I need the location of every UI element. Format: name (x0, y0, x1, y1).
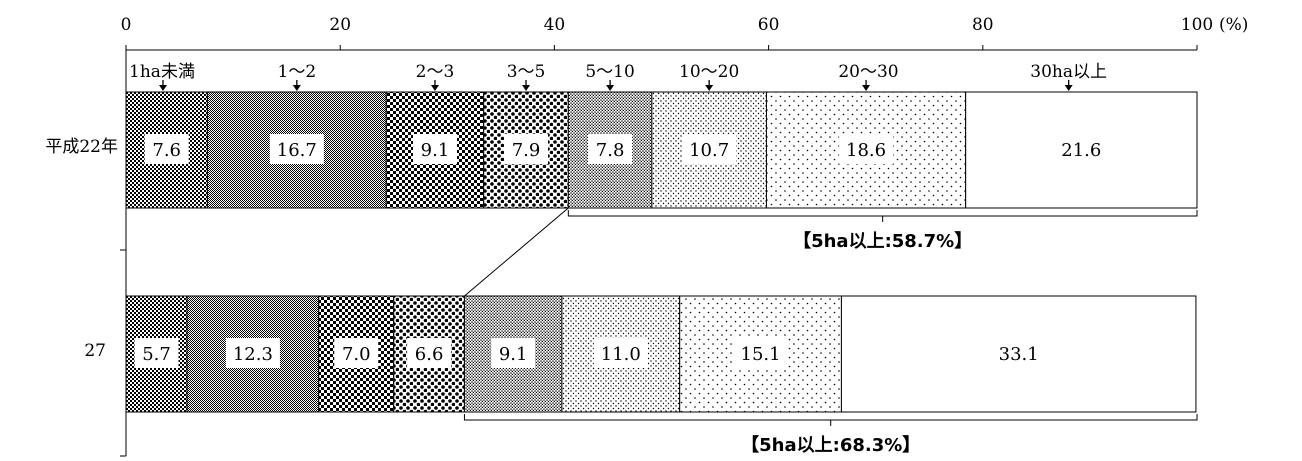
bracket-label: 【5ha以上:68.3%】 (741, 435, 920, 456)
x-unit-label: (%) (1219, 15, 1248, 35)
segment-label: 1ha未満 (129, 62, 195, 82)
x-tick-label: 0 (121, 15, 132, 35)
value-label: 21.6 (1061, 140, 1101, 161)
x-tick-label: 60 (758, 15, 780, 35)
value-label-box (269, 134, 324, 164)
value-label-box (839, 134, 894, 164)
segment-label: 5〜10 (585, 62, 634, 82)
x-tick-label: 20 (329, 15, 351, 35)
value-label: 7.6 (152, 140, 181, 161)
segment-arrow-head (606, 85, 615, 91)
value-label-box (588, 134, 633, 164)
bar-segment (840, 295, 1197, 413)
bracket-line (567, 210, 1198, 217)
segment-label: 10〜20 (679, 62, 739, 82)
value-label: 5.7 (142, 344, 171, 365)
segment-arrow-head (159, 85, 167, 91)
segment-label-group: 30ha以上 (1030, 62, 1107, 91)
value-label-box (407, 338, 452, 368)
value-label-box (134, 338, 179, 368)
value-label: 10.7 (689, 140, 729, 161)
segment-label: 20〜30 (838, 62, 898, 82)
segment-arrow-head (292, 85, 301, 91)
segment-label-group: 1〜2 (278, 62, 317, 91)
value-label: 11.0 (601, 344, 641, 365)
segment-label: 3〜5 (507, 62, 546, 82)
value-label-box (412, 134, 457, 164)
value-label-box (334, 338, 379, 368)
value-label-box (504, 134, 549, 164)
segment-label: 2〜3 (416, 62, 455, 82)
connector-line (464, 207, 569, 297)
value-label-box (491, 338, 536, 368)
x-tick-label: 40 (544, 15, 566, 35)
category-label: 27 (84, 341, 106, 361)
value-label-box (593, 338, 648, 368)
value-label: 15.1 (741, 344, 781, 365)
x-tick-label: 100 (1181, 15, 1213, 35)
value-label: 7.9 (512, 140, 541, 161)
category-label: 平成22年 (45, 137, 118, 157)
value-label-box (733, 338, 788, 368)
value-label: 7.0 (342, 344, 371, 365)
bracket-line (463, 414, 1198, 421)
bar-segment (965, 91, 1198, 209)
segment-label-group: 3〜5 (507, 62, 546, 91)
value-label: 33.1 (999, 344, 1039, 365)
segment-arrow-head (522, 85, 531, 91)
value-label: 18.6 (846, 140, 886, 161)
segment-arrow-head (862, 85, 871, 91)
value-label: 9.1 (499, 344, 528, 365)
segment-arrow-head (1064, 85, 1073, 91)
segment-arrow-head (705, 85, 714, 91)
segment-arrow-head (430, 85, 439, 91)
x-tick-label: 80 (972, 15, 994, 35)
value-label: 16.7 (277, 140, 317, 161)
segment-label-group: 1ha未満 (129, 62, 195, 91)
segment-label-group: 20〜30 (838, 62, 899, 91)
value-label: 12.3 (233, 344, 273, 365)
value-label-box (682, 134, 737, 164)
segment-label-group: 2〜3 (416, 62, 455, 91)
segment-label: 30ha以上 (1030, 62, 1107, 82)
bracket-label: 【5ha以上:58.7%】 (793, 231, 972, 252)
value-label-box (225, 338, 280, 368)
segment-label: 1〜2 (278, 62, 317, 82)
value-label: 6.6 (415, 344, 444, 365)
value-label: 7.8 (596, 140, 625, 161)
value-label-box (144, 134, 189, 164)
segment-label-group: 5〜10 (585, 62, 635, 91)
segment-label-group: 10〜20 (679, 62, 739, 91)
value-label: 9.1 (421, 140, 450, 161)
